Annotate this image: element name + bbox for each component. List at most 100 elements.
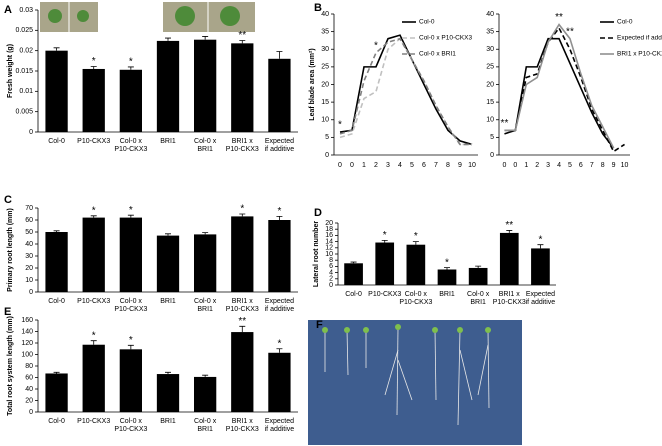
x-tick-label: 3 [546,162,550,169]
y-tick-label: 50 [25,229,33,236]
x-tick-label-line: BRI1 x [499,291,521,298]
y-tick-label: 8 [329,257,333,264]
y-tick-label: 40 [25,241,33,248]
y-tick-label: 70 [25,205,33,212]
x-tick-label: 2 [374,162,378,169]
bar [82,217,105,292]
bar [156,374,180,412]
y-tick-label: 35 [486,28,494,35]
bar [194,234,217,292]
y-tick-label: 60 [25,374,33,381]
bar [119,349,142,412]
significance-label: ** [501,118,509,129]
x-tick-label-line: Expected [265,298,294,305]
y-tick-label: 18 [325,226,333,233]
bar [344,263,363,285]
significance-label: * [445,257,449,268]
panel-label: C [4,194,12,206]
x-tick-label-line: P10-CKX3 [114,426,147,433]
y-tick-label: 25 [321,64,329,71]
x-tick-label-line: Col-0 x [120,138,143,145]
y-tick-label: 100 [21,351,33,358]
x-tick-label-line: BRI1 [197,426,213,433]
x-tick-label: P10-CKX3 [77,138,110,145]
y-tick-label: 30 [321,46,329,53]
y-tick-label: 20 [486,81,494,88]
y-tick-label: 0.005 [15,109,33,116]
y-tick-label: 10 [325,251,333,258]
error-bar [276,216,283,220]
y-tick-label: 15 [486,99,494,106]
bar [468,267,488,285]
x-tick-label-line: if additive [526,299,556,306]
y-tick-label: 6 [329,263,333,270]
significance-label: ** [505,220,513,231]
x-tick-label: Expected if additive [265,418,295,433]
x-tick-label: 3 [386,162,390,169]
error-bar [165,371,171,375]
significance-label: * [92,330,96,341]
bar [156,235,180,292]
x-tick-label-line: BRI1 [197,306,213,313]
x-tick-label: 0 [503,162,507,169]
error-bar [239,213,246,217]
x-tick-label: 4 [557,162,561,169]
x-tick-label: 0 [350,162,354,169]
x-tick-label-line: Col-0 [345,291,362,298]
x-tick-label: P10-CKX3 [77,418,110,425]
x-tick-label: Col-0 [48,298,65,305]
y-tick-label: 40 [25,386,33,393]
x-tick-label: BRI1 x P10-CKX3 [226,418,259,433]
x-tick-label: Col-0 x BRI1 [194,298,217,313]
x-tick-label: 5 [410,162,414,169]
error-bar [90,66,97,69]
root-photo [308,320,522,445]
y-tick-label: 0 [325,152,329,159]
y-tick-label: 35 [321,28,329,35]
panel-label: E [4,306,11,318]
x-tick-label-line: Col-0 [48,138,65,145]
y-tick-label: 14 [325,238,333,245]
x-tick-label: 8 [601,162,605,169]
x-tick-label: Col-0 x BRI1 [194,418,217,433]
x-tick-label-line: P10-CKX3 [77,418,110,425]
error-bar [239,40,246,44]
significance-label: * [277,338,281,349]
x-tick-label: 10 [468,162,476,169]
y-tick-label: 25 [486,64,494,71]
y-tick-label: 15 [321,99,329,106]
y-tick-label: 120 [21,340,33,347]
y-tick-label: 0.01 [19,88,33,95]
series-line [339,37,472,146]
significance-label: * [129,205,133,216]
y-tick-label: 10 [486,117,494,124]
x-tick-label-line: BRI1 x [232,298,254,305]
error-bar [90,340,97,345]
error-bar [165,37,171,41]
x-tick-label: 1 [524,162,528,169]
x-tick-label: Col-0 x P10-CKX3 [114,298,147,313]
x-tick-label-line: P10-CKX3 [226,306,259,313]
x-tick-label-line: BRI1 [160,418,176,425]
bar [82,68,105,132]
significance-label: * [338,120,342,131]
bar [406,244,426,285]
error-bar [537,244,544,249]
error-bar [53,230,60,232]
panel-label: B [314,2,322,14]
x-tick-label-line: BRI1 [160,298,176,305]
x-tick-label-line: Col-0 [48,298,65,305]
bar [531,248,550,285]
legend-label: Col-0 [617,19,633,26]
y-tick-label: 80 [25,363,33,370]
error-bar [475,265,482,268]
error-bar [276,348,283,353]
bar [437,269,457,285]
x-tick-label: BRI1 [160,298,176,305]
x-tick-label-line: Col-0 x [120,418,143,425]
significance-label: * [92,205,96,216]
x-tick-label-line: P10-CKX3 [77,138,110,145]
significance-label: * [129,335,133,346]
error-bar [53,371,60,374]
x-tick-label: BRI1 x P10-CKX3 [493,291,526,306]
